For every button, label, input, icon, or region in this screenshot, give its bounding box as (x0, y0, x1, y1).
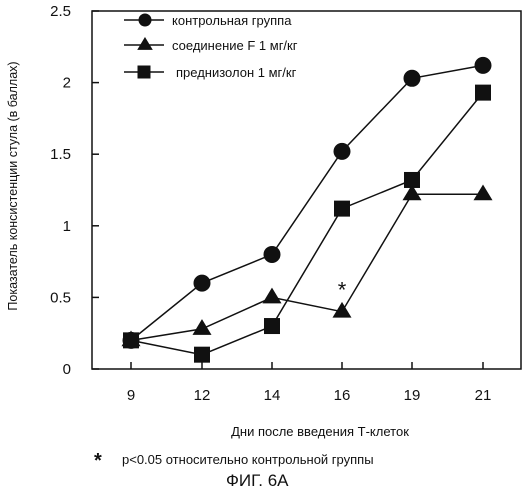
legend-label: преднизолон 1 мг/кг (176, 65, 297, 80)
significance-marker: * (94, 450, 102, 473)
y-tick-label: 0 (63, 361, 71, 378)
legend-label: соединение F 1 мг/кг (172, 38, 298, 53)
y-tick-label: 2.5 (50, 3, 71, 20)
series-line (131, 65, 483, 340)
y-tick-label: 1 (63, 218, 71, 235)
figure-caption: ФИГ. 6А (226, 471, 289, 491)
y-tick-label: 0.5 (50, 289, 71, 306)
data-point-square (195, 347, 210, 362)
x-tick-label: 21 (475, 387, 492, 404)
data-point-square (335, 201, 350, 216)
data-point-circle (404, 70, 420, 86)
x-tick-label: 14 (264, 387, 281, 404)
significance-asterisk: * (338, 278, 347, 303)
legend-marker-triangle (138, 38, 152, 49)
y-tick-label: 1.5 (50, 146, 71, 163)
data-point-circle (334, 143, 350, 159)
data-point-circle (475, 57, 491, 73)
x-tick-label: 19 (404, 387, 421, 404)
data-point-square (405, 172, 420, 187)
data-point-square (265, 319, 280, 334)
data-point-triangle (193, 320, 210, 334)
data-point-triangle (474, 185, 491, 199)
footnote-text: p<0.05 относительно контрольной группы (122, 452, 374, 467)
data-point-square (124, 333, 139, 348)
x-tick-label: 12 (194, 387, 211, 404)
data-point-circle (194, 275, 210, 291)
data-point-triangle (263, 289, 280, 303)
legend-label: контрольная группа (172, 13, 292, 28)
x-tick-label: 16 (334, 387, 351, 404)
plot-frame (92, 11, 521, 369)
series-line (131, 93, 483, 355)
x-tick-label: 9 (127, 387, 135, 404)
data-point-square (476, 85, 491, 100)
y-tick-label: 2 (63, 75, 71, 92)
legend-marker-circle (139, 14, 151, 26)
y-axis-label: Показатель консистенции стула (в баллах) (6, 61, 20, 310)
legend-marker-square (138, 66, 150, 78)
x-axis-label: Дни после введения Т-клеток (231, 424, 409, 439)
data-point-circle (264, 246, 280, 262)
